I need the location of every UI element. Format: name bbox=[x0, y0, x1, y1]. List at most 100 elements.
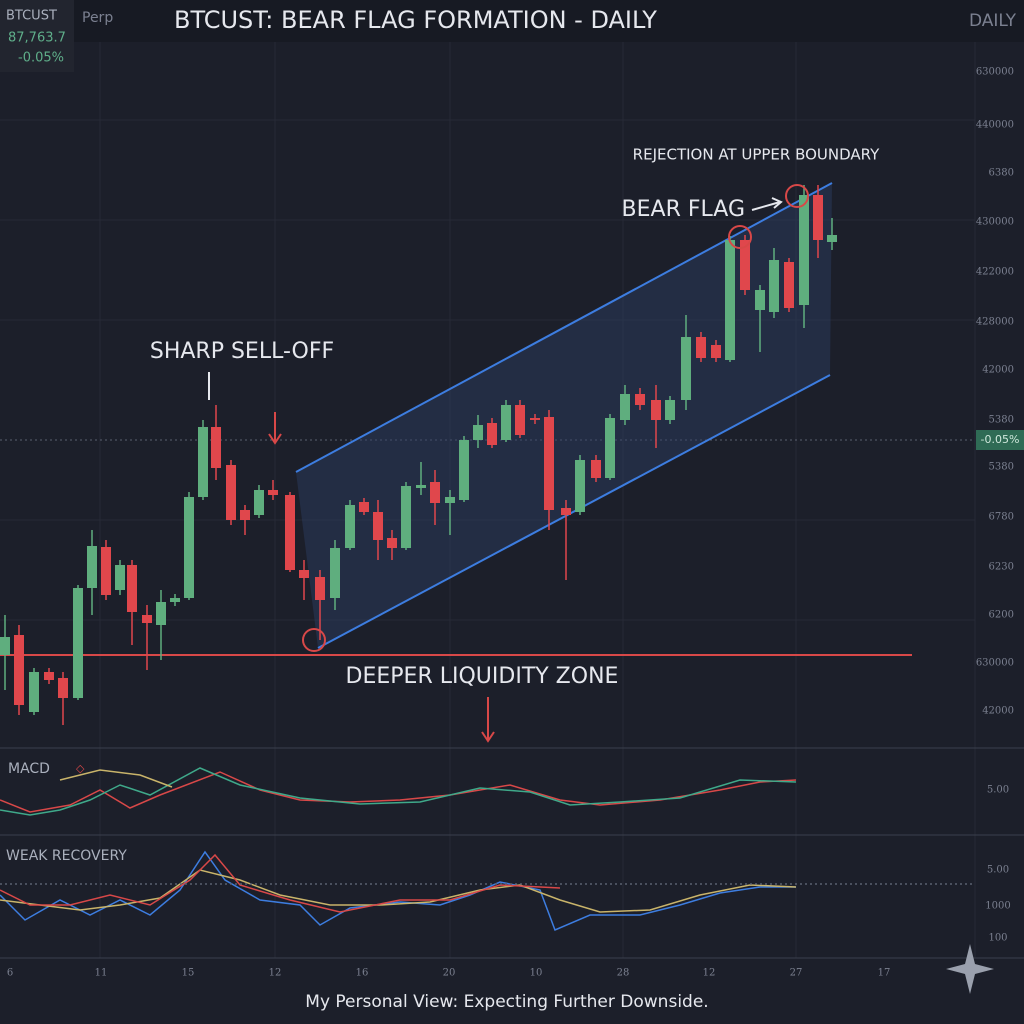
channel-lower bbox=[317, 374, 831, 649]
candle-body bbox=[430, 482, 440, 503]
panel-label: WEAK RECOVERY bbox=[6, 848, 127, 864]
candle-body bbox=[725, 240, 735, 360]
footer: My Personal View: Expecting Further Down… bbox=[305, 992, 708, 1012]
candle-body bbox=[184, 497, 194, 598]
markers bbox=[302, 184, 809, 652]
market: Perp bbox=[82, 10, 113, 26]
candle-body bbox=[170, 598, 180, 602]
candle-body bbox=[345, 505, 355, 548]
price-axis-label: 6200 bbox=[989, 610, 1014, 621]
top-bar bbox=[0, 0, 1024, 42]
price-axis-label: 6380 bbox=[989, 168, 1014, 179]
price-axis-label: 42000 bbox=[982, 706, 1014, 717]
candle-body bbox=[784, 262, 794, 308]
price-axis-label: 428000 bbox=[976, 317, 1014, 328]
candle-body bbox=[299, 570, 309, 578]
candle-body bbox=[330, 548, 340, 598]
candle-body bbox=[373, 512, 383, 540]
candle-body bbox=[211, 427, 221, 468]
time-axis-label: 11 bbox=[95, 968, 108, 979]
annotation: DEEPER LIQUIDITY ZONE bbox=[346, 664, 619, 689]
candle-body bbox=[473, 425, 483, 440]
price-tag-label: -0.05% bbox=[981, 433, 1020, 446]
time-axis-label: 28 bbox=[617, 968, 630, 979]
candle-body bbox=[769, 260, 779, 312]
candle-body bbox=[315, 577, 325, 600]
price: 87,763.7 bbox=[8, 31, 66, 46]
annotation: SHARP SELL-OFF bbox=[150, 339, 334, 364]
candle-body bbox=[359, 502, 369, 512]
macd-axis-label: 5.00 bbox=[987, 785, 1009, 796]
time-axis-label: 20 bbox=[443, 968, 456, 979]
candle-body bbox=[226, 465, 236, 520]
candle-body bbox=[827, 235, 837, 242]
time-axis-label: 16 bbox=[356, 968, 369, 979]
panel-label: MACD bbox=[8, 761, 50, 777]
candle-body bbox=[635, 394, 645, 405]
channel-upper bbox=[295, 182, 833, 473]
candle-body bbox=[285, 495, 295, 570]
candle-body bbox=[156, 602, 166, 625]
time-axis-label: 12 bbox=[269, 968, 282, 979]
timeframe[interactable]: DAILY bbox=[969, 11, 1017, 31]
candle-body bbox=[711, 345, 721, 358]
candle-body bbox=[755, 290, 765, 310]
candle-body bbox=[198, 427, 208, 497]
time-axis-label: 6 bbox=[7, 968, 13, 979]
price-axis-label: 6780 bbox=[989, 512, 1014, 523]
candle-body bbox=[813, 195, 823, 240]
annotation: BEAR FLAG bbox=[622, 197, 745, 222]
candle-body bbox=[544, 417, 554, 510]
macd-lines bbox=[0, 767, 797, 816]
annotation: REJECTION AT UPPER BOUNDARY bbox=[633, 146, 880, 164]
recovery-axis-label: 5.00 bbox=[987, 865, 1009, 876]
candle-body bbox=[254, 490, 264, 515]
candle-body bbox=[561, 508, 571, 515]
candle-body bbox=[14, 635, 24, 705]
candles bbox=[0, 185, 837, 725]
candle-body bbox=[530, 418, 540, 420]
candle-body bbox=[620, 394, 630, 420]
panel-icon: ◇ bbox=[76, 762, 85, 775]
price-axis-label: 5380 bbox=[989, 415, 1014, 426]
price-axis-label: 630000 bbox=[976, 67, 1014, 78]
candle-body bbox=[387, 538, 397, 548]
time-axis-label: 12 bbox=[703, 968, 716, 979]
candle-body bbox=[142, 615, 152, 623]
candle-body bbox=[665, 400, 675, 420]
recovery-axis-label: 1000 bbox=[985, 901, 1010, 912]
symbol-box bbox=[0, 0, 74, 72]
time-axis-label: 10 bbox=[530, 968, 543, 979]
candle-body bbox=[0, 637, 10, 655]
candle-body bbox=[127, 565, 137, 612]
price-axis-label: 5380 bbox=[989, 462, 1014, 473]
recovery-lines bbox=[0, 850, 975, 931]
price-axis-label: 430000 bbox=[976, 217, 1014, 228]
price-axis-label: 42000 bbox=[982, 365, 1014, 376]
change: -0.05% bbox=[18, 51, 64, 66]
candle-body bbox=[605, 418, 615, 478]
price-axis-label: 6230 bbox=[989, 562, 1014, 573]
candle-body bbox=[487, 423, 497, 445]
candle-body bbox=[268, 490, 278, 495]
panel-dividers bbox=[0, 747, 1024, 959]
candle-body bbox=[73, 588, 83, 698]
time-axis-label: 15 bbox=[182, 968, 195, 979]
price-axis-label: 422000 bbox=[976, 267, 1014, 278]
candle-body bbox=[591, 460, 601, 478]
candle-body bbox=[58, 678, 68, 698]
candle-body bbox=[696, 337, 706, 358]
flag-channel bbox=[296, 183, 832, 648]
candle-body bbox=[101, 547, 111, 595]
price-axis-label: 440000 bbox=[976, 120, 1014, 131]
candle-body bbox=[44, 672, 54, 680]
candle-body bbox=[416, 485, 426, 488]
sparkle-icon bbox=[946, 944, 994, 994]
candle-body bbox=[445, 497, 455, 503]
price-tag bbox=[976, 430, 1024, 450]
symbol: BTCUST bbox=[6, 9, 57, 24]
candle-body bbox=[799, 195, 809, 305]
candle-body bbox=[501, 405, 511, 440]
